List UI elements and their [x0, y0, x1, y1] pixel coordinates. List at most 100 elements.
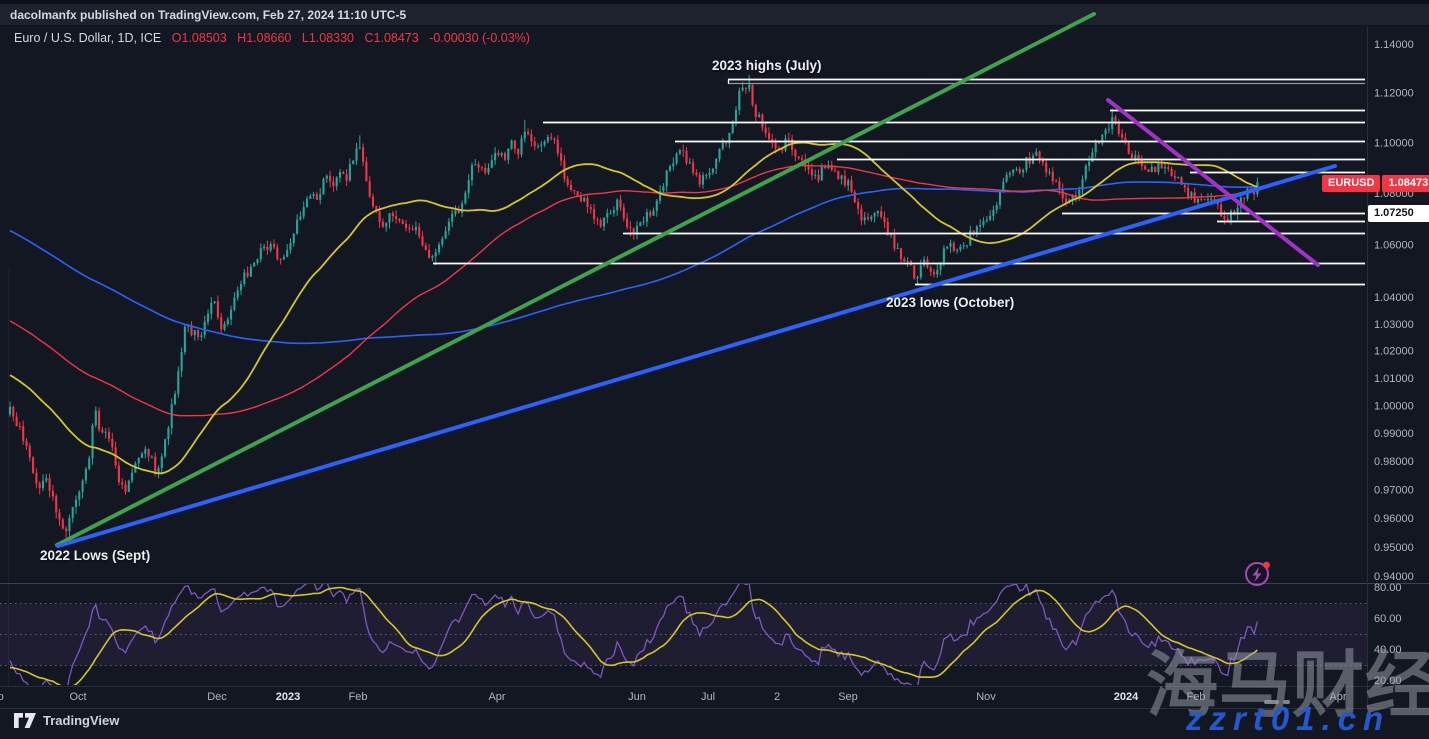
candle-body	[965, 245, 969, 247]
symbol-title: Euro / U.S. Dollar, 1D, ICE	[14, 31, 162, 45]
candle-body	[22, 426, 25, 441]
candle-body	[424, 245, 427, 250]
candle-body	[497, 152, 500, 156]
candle-body	[616, 199, 619, 211]
candle-body	[1223, 216, 1226, 219]
candle-body	[533, 141, 536, 147]
pane-separators	[0, 26, 1429, 709]
time-axis[interactable]: Sep Oct Dec 2023 Feb Apr Jun Jul 2 Sep Nov 2024 Feb A…	[0, 691, 1347, 703]
candle-body	[378, 211, 381, 222]
candle-body	[622, 207, 625, 219]
annotation-2023-highs[interactable]: 2023 highs (July)	[712, 58, 822, 73]
candle-body	[190, 324, 193, 336]
time-axis-label: Nov	[976, 691, 996, 703]
candle-body	[744, 87, 747, 89]
candle-body	[589, 207, 592, 210]
candle-body	[223, 324, 226, 330]
candle-body	[1137, 155, 1140, 160]
price-axis-label: 0.95000	[1374, 542, 1414, 554]
purple-downtrend-2024[interactable]	[1106, 98, 1320, 267]
candle-body	[1121, 133, 1124, 138]
annotation-2023-lows[interactable]: 2023 lows (October)	[886, 295, 1015, 310]
candle-body	[682, 150, 685, 152]
candle-body	[177, 370, 180, 394]
green-uptrend-from-2022-low[interactable]	[55, 12, 1096, 547]
candle-body	[18, 426, 21, 427]
tradingview-logo-icon	[14, 713, 36, 728]
candle-body	[35, 473, 38, 484]
rsi-pane	[0, 584, 1367, 685]
candle-body	[319, 194, 322, 200]
price-axis[interactable]: 1.140001.120001.100001.080001.060001.040…	[1374, 39, 1414, 687]
candle-body	[1236, 207, 1239, 215]
candle-body	[441, 238, 444, 245]
candle-body	[688, 162, 691, 164]
time-axis-label: Apr	[488, 691, 505, 703]
candle-body	[302, 207, 305, 217]
candle-body	[1134, 155, 1137, 159]
time-axis-handle[interactable]	[1264, 700, 1279, 704]
candle-body	[263, 246, 266, 249]
symbol-legend[interactable]: Euro / U.S. Dollar, 1D, ICE O1.08503 H1.…	[14, 31, 537, 45]
candle-body	[721, 142, 724, 149]
tradingview-brand-text: TradingView	[43, 713, 120, 728]
tradingview-footer-link[interactable]: TradingView	[14, 713, 119, 728]
time-axis-label: 2	[774, 691, 780, 703]
time-axis-label: Jul	[701, 691, 715, 703]
candle-body	[705, 175, 708, 176]
price-axis-label: 1.00000	[1374, 400, 1414, 412]
candle-body	[645, 212, 648, 222]
candle-body	[860, 208, 863, 221]
candle-body	[434, 252, 437, 257]
candle-body	[833, 170, 837, 171]
candle-body	[1173, 176, 1176, 178]
candle-body	[91, 425, 94, 459]
candle-body	[375, 206, 378, 212]
candle-body	[536, 146, 540, 148]
candle-body	[946, 246, 949, 249]
candle-body	[1048, 171, 1051, 173]
candle-body	[843, 175, 846, 186]
candle-body	[764, 127, 767, 134]
candle-body	[513, 140, 516, 149]
level-price-badge[interactable]: 1.07250	[1368, 205, 1429, 222]
candle-body	[500, 153, 503, 156]
candle-body	[824, 166, 827, 169]
time-axis-label: Sep	[0, 691, 4, 703]
candle-body	[715, 159, 718, 169]
candle-body	[464, 192, 467, 204]
candle-body	[233, 297, 236, 310]
support-resistance-levels	[433, 78, 1365, 286]
candle-body	[131, 472, 134, 481]
candle-body	[989, 215, 992, 220]
candle-body	[1081, 179, 1084, 190]
candle-body	[150, 456, 153, 458]
price-axis-label: 1.10000	[1374, 137, 1414, 149]
candle-body	[1163, 167, 1167, 169]
candle-body	[173, 393, 177, 405]
candle-body	[599, 219, 602, 227]
candle-body	[1117, 121, 1120, 134]
candle-body	[919, 265, 922, 278]
candle-body	[520, 138, 523, 155]
candle-body	[1220, 204, 1223, 217]
candle-body	[800, 158, 804, 160]
candle-body	[1147, 169, 1150, 172]
candle-body	[289, 242, 292, 251]
candle-body	[48, 478, 51, 491]
candle-body	[998, 191, 1002, 206]
lightning-ideas-icon[interactable]	[1243, 559, 1273, 589]
annotation-2022-lows[interactable]: 2022 Lows (Sept)	[40, 548, 151, 563]
candle-body	[975, 226, 978, 235]
candle-body	[1213, 199, 1216, 200]
candle-body	[385, 222, 388, 227]
price-axis-label: 1.14000	[1374, 39, 1414, 51]
blue-uptrend-from-2022-low[interactable]	[56, 164, 1337, 548]
candle-body	[725, 142, 728, 144]
candle-body	[1150, 166, 1153, 172]
time-axis-handle-small[interactable]	[1283, 700, 1290, 704]
candle-body	[1104, 129, 1107, 135]
last-price-badge[interactable]: EURUSD 1.08473	[1322, 175, 1429, 192]
candle-body	[1210, 199, 1213, 200]
